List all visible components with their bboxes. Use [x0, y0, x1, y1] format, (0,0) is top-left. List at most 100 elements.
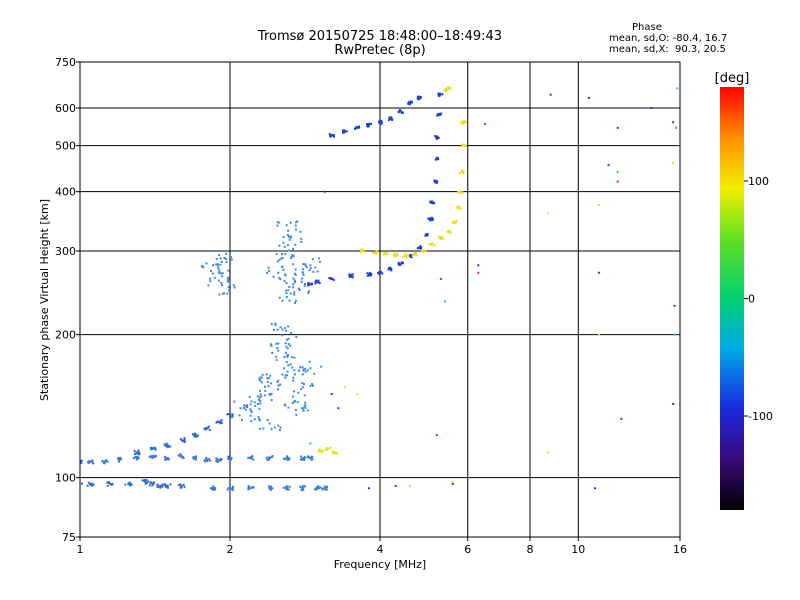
data-point	[286, 485, 289, 488]
data-point	[182, 439, 185, 442]
data-point	[102, 460, 105, 463]
data-point	[150, 446, 153, 449]
data-point	[165, 442, 168, 445]
data-point	[330, 134, 333, 137]
data-point	[240, 418, 243, 421]
data-point	[208, 458, 211, 461]
data-point	[80, 462, 83, 465]
data-point	[404, 255, 407, 258]
data-point	[134, 453, 137, 456]
data-point	[290, 356, 293, 359]
data-point	[351, 273, 354, 276]
data-point	[157, 485, 160, 488]
data-point	[411, 254, 414, 257]
data-point	[458, 172, 461, 175]
data-point	[464, 120, 467, 123]
data-point	[229, 416, 232, 419]
data-point	[269, 393, 272, 396]
data-point	[287, 337, 290, 340]
data-point	[420, 246, 423, 249]
data-point	[276, 224, 279, 227]
data-point	[315, 486, 318, 489]
data-point	[462, 120, 465, 123]
data-point	[279, 326, 282, 329]
data-point	[292, 376, 295, 379]
data-point	[431, 200, 434, 203]
data-point	[300, 388, 303, 391]
data-point	[378, 122, 381, 125]
data-point	[101, 460, 104, 463]
data-point	[227, 277, 230, 280]
data-point	[269, 488, 272, 491]
data-point	[303, 456, 306, 459]
data-point	[275, 253, 278, 256]
data-point	[182, 483, 185, 486]
data-point	[267, 269, 270, 272]
data-point	[350, 273, 353, 276]
data-point	[270, 323, 273, 326]
data-point	[298, 289, 301, 292]
data-point	[138, 453, 141, 456]
data-point	[266, 377, 269, 380]
data-point	[294, 409, 297, 412]
data-point	[292, 255, 295, 258]
colorbar-tick-label: 0	[748, 293, 755, 306]
data-point	[366, 274, 369, 277]
y-axis-ticks: 75 100 200 300 400 500 600 750	[55, 56, 80, 544]
data-point	[286, 457, 289, 460]
data-point	[215, 457, 218, 460]
data-point	[215, 257, 218, 260]
data-point	[307, 282, 310, 285]
data-point	[89, 460, 92, 463]
data-point	[295, 335, 298, 338]
data-point	[267, 385, 270, 388]
data-point	[439, 238, 442, 241]
data-point	[159, 485, 162, 488]
data-point	[430, 202, 433, 205]
data-point	[397, 261, 400, 264]
data-point	[296, 220, 299, 223]
data-point	[193, 435, 196, 438]
data-point	[118, 456, 121, 459]
data-point	[271, 351, 274, 354]
data-point	[152, 481, 155, 484]
data-point	[104, 459, 107, 462]
data-point	[283, 279, 286, 282]
data-point	[430, 219, 433, 222]
data-point	[387, 119, 390, 122]
data-point	[616, 126, 619, 129]
data-point	[293, 293, 296, 296]
data-point	[128, 484, 131, 487]
data-point	[274, 322, 277, 325]
data-point	[177, 454, 180, 457]
data-point	[137, 449, 140, 452]
data-point	[135, 451, 138, 454]
data-point	[433, 180, 436, 183]
data-point	[151, 447, 154, 450]
data-point	[292, 379, 295, 382]
data-point	[294, 268, 297, 271]
data-point	[286, 370, 289, 373]
data-point	[321, 450, 324, 453]
data-point	[286, 355, 289, 358]
data-point	[314, 281, 317, 284]
data-point	[258, 398, 261, 401]
data-point	[421, 249, 424, 252]
data-point	[138, 451, 141, 454]
data-point	[154, 448, 157, 451]
data-point	[278, 258, 281, 261]
data-point	[223, 292, 226, 295]
data-point	[278, 428, 281, 431]
data-point	[359, 251, 362, 254]
data-point	[302, 383, 305, 386]
x-tick-label: 2	[227, 543, 234, 556]
data-point	[220, 422, 223, 425]
data-point	[269, 382, 272, 385]
data-point	[379, 120, 382, 123]
data-point	[135, 455, 138, 458]
data-point	[164, 483, 167, 486]
data-point	[254, 404, 257, 407]
data-point	[314, 282, 317, 285]
data-point	[390, 269, 393, 272]
data-point	[260, 376, 263, 379]
